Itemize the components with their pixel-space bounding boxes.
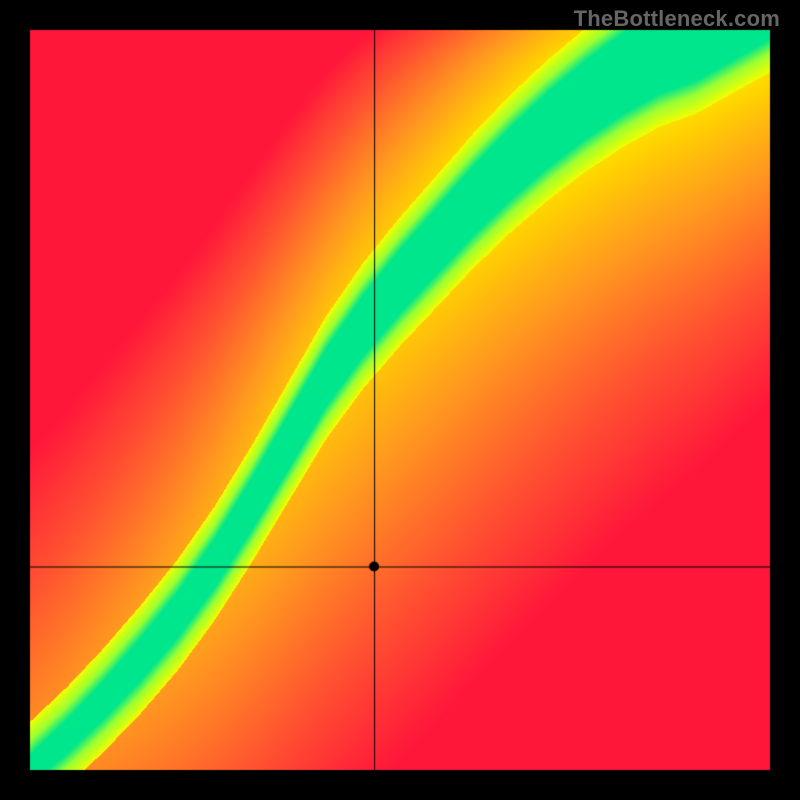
watermark-label: TheBottleneck.com <box>574 6 780 32</box>
chart-container: TheBottleneck.com <box>0 0 800 800</box>
bottleneck-heatmap <box>0 0 800 800</box>
